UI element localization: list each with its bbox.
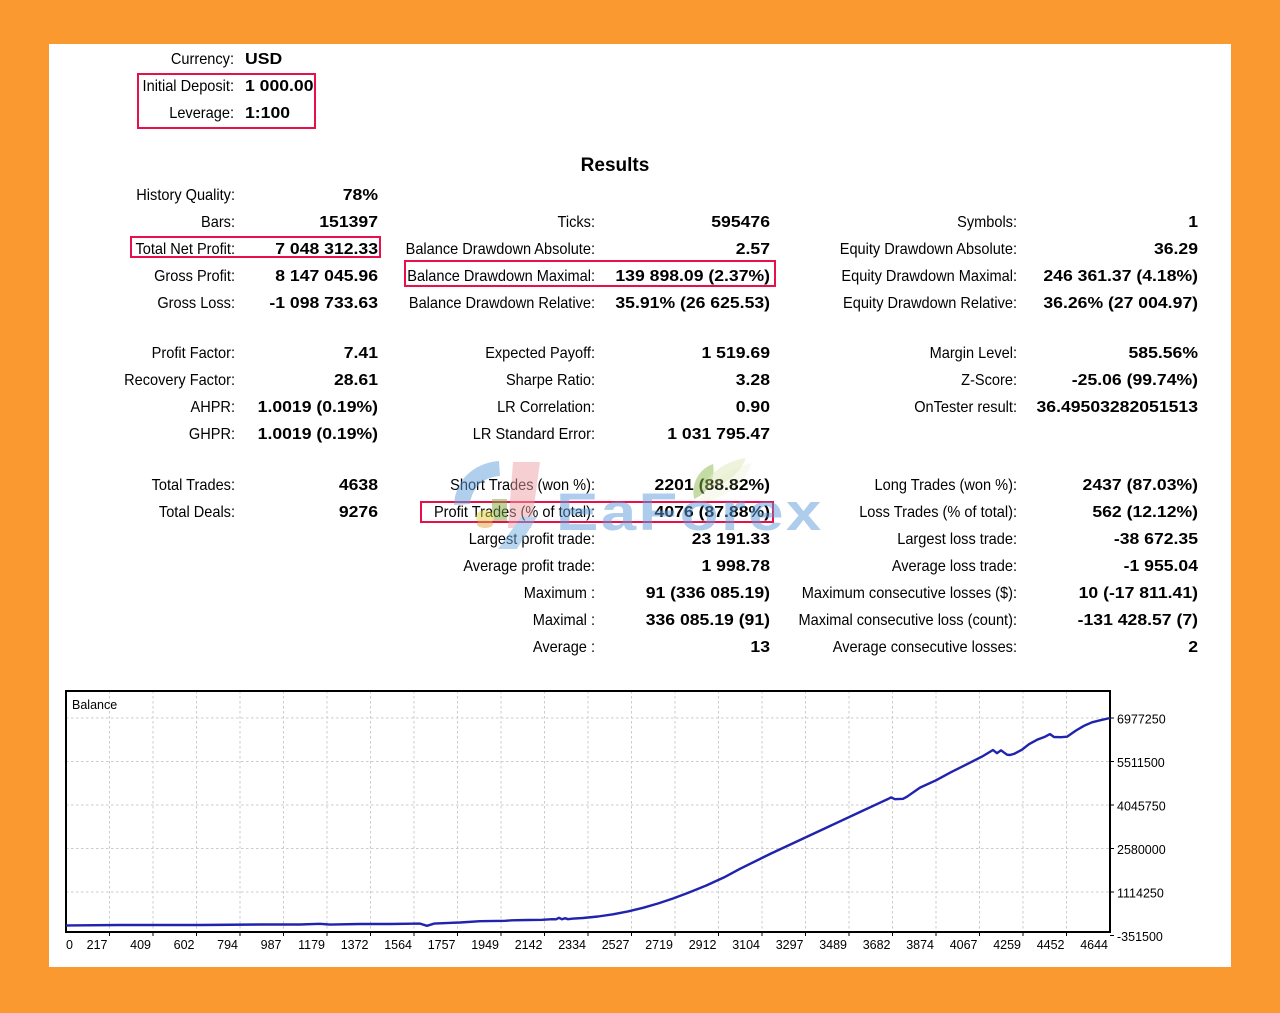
svg-text:2527: 2527 — [602, 938, 630, 952]
svg-text:1372: 1372 — [341, 938, 369, 952]
svg-text:3682: 3682 — [863, 938, 891, 952]
svg-text:3874: 3874 — [906, 938, 934, 952]
svg-text:1757: 1757 — [428, 938, 456, 952]
svg-text:6977250: 6977250 — [1117, 713, 1166, 727]
svg-text:217: 217 — [87, 938, 108, 952]
svg-text:EaForex: EaForex — [556, 483, 824, 542]
svg-text:409: 409 — [130, 938, 151, 952]
svg-text:4067: 4067 — [950, 938, 978, 952]
svg-text:-351500: -351500 — [1117, 930, 1163, 944]
svg-text:1564: 1564 — [384, 938, 412, 952]
svg-text:Balance: Balance — [72, 698, 117, 712]
svg-text:2142: 2142 — [515, 938, 543, 952]
svg-text:4452: 4452 — [1037, 938, 1065, 952]
svg-text:3104: 3104 — [732, 938, 760, 952]
svg-text:2580000: 2580000 — [1117, 843, 1166, 857]
svg-text:3489: 3489 — [819, 938, 847, 952]
svg-text:602: 602 — [174, 938, 195, 952]
svg-text:3297: 3297 — [776, 938, 804, 952]
svg-text:794: 794 — [217, 938, 238, 952]
svg-text:2719: 2719 — [645, 938, 673, 952]
svg-text:2912: 2912 — [689, 938, 717, 952]
svg-text:5511500: 5511500 — [1117, 756, 1165, 770]
svg-text:4644: 4644 — [1080, 938, 1108, 952]
svg-text:1114250: 1114250 — [1117, 887, 1164, 901]
svg-text:4259: 4259 — [993, 938, 1021, 952]
svg-text:987: 987 — [261, 938, 282, 952]
svg-text:1179: 1179 — [298, 938, 325, 952]
svg-text:0: 0 — [66, 938, 73, 952]
svg-text:2334: 2334 — [558, 938, 586, 952]
svg-text:1949: 1949 — [471, 938, 499, 952]
svg-text:4045750: 4045750 — [1117, 800, 1166, 814]
